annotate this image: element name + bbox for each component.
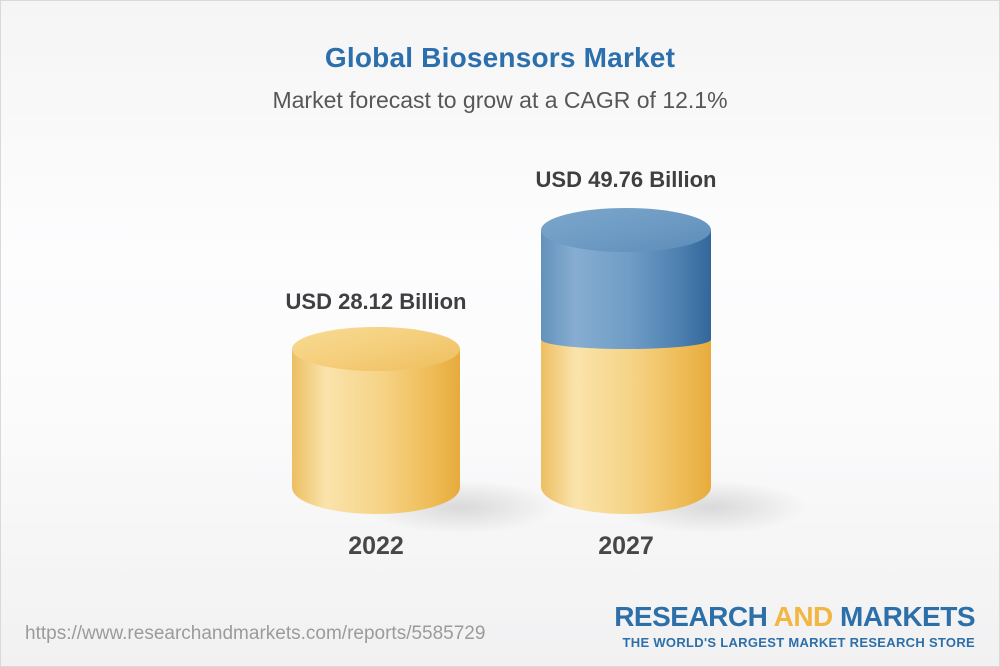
logo-word-research: RESEARCH	[614, 601, 768, 632]
bar-value-label-2022: USD 28.12 Billion	[285, 289, 467, 314]
cylinder-2027-base-segment	[541, 333, 711, 514]
research-and-markets-logo: RESEARCH AND MARKETS THE WORLD'S LARGEST…	[614, 601, 975, 650]
x-axis-label-2022: 2022	[348, 532, 404, 560]
logo-tagline: THE WORLD'S LARGEST MARKET RESEARCH STOR…	[622, 634, 975, 650]
logo-wordmark: RESEARCH AND MARKETS	[614, 601, 975, 633]
logo-word-and: AND	[773, 601, 834, 632]
report-url-link[interactable]: https://www.researchandmarkets.com/repor…	[25, 623, 486, 644]
cylinder-2022-body	[292, 349, 460, 514]
page-subtitle: Market forecast to grow at a CAGR of 12.…	[272, 87, 728, 113]
bar-value-label-2027: USD 49.76 Billion	[535, 167, 717, 192]
cylinder-2027-top-cap	[541, 208, 711, 252]
cylinder-2022-top-cap	[292, 327, 460, 371]
logo-word-markets: MARKETS	[840, 601, 975, 632]
page-title: Global Biosensors Market	[324, 42, 676, 73]
x-axis-label-2027: 2027	[598, 532, 654, 560]
